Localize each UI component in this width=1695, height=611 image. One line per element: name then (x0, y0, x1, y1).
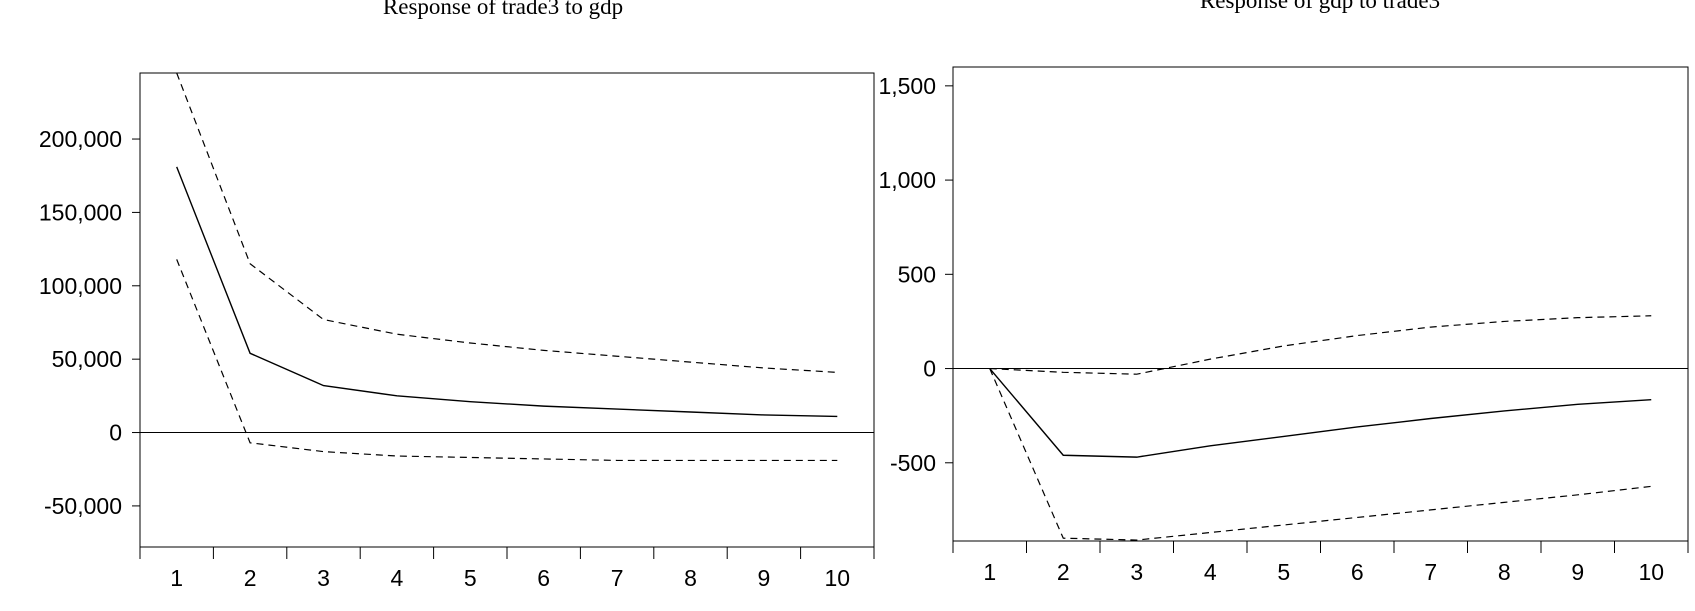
x-tick-label-right: 2 (1057, 559, 1070, 585)
y-tick-label-left: 50,000 (52, 346, 122, 372)
x-tick-label-left: 3 (317, 565, 330, 591)
y-tick-label-right: 0 (923, 356, 936, 382)
x-tick-label-right: 7 (1424, 559, 1437, 585)
series-line-lower-band-left (176, 259, 838, 462)
x-tick-label-right: 10 (1638, 559, 1664, 585)
x-tick-label-left: 8 (684, 565, 697, 591)
chart-panel-gdp-response: Response of gdp to trade3 -500 0 500 1,000 1,… (878, 0, 1689, 585)
y-tick-label-left: 150,000 (39, 199, 122, 225)
y-tick-label-left: 0 (109, 420, 122, 446)
x-tick-label-left: 7 (611, 565, 624, 591)
x-tick-label-left: 5 (464, 565, 477, 591)
series-line-response-right (989, 368, 1652, 458)
plot-frame-left (139, 72, 875, 548)
x-tick-label-right: 8 (1498, 559, 1511, 585)
x-tick-label-right: 5 (1277, 559, 1290, 585)
y-tick-label-right: -500 (890, 450, 936, 476)
x-tick-label-right: 4 (1204, 559, 1217, 585)
y-tick-label-right: 1,000 (878, 167, 936, 193)
series-line-upper-band-right (989, 315, 1652, 375)
y-tick-label-right: 500 (898, 261, 936, 287)
y-tick-label-right: 1,500 (878, 73, 936, 99)
x-tick-label-right: 9 (1571, 559, 1584, 585)
x-tick-label-left: 9 (758, 565, 771, 591)
x-tick-label-right: 6 (1351, 559, 1364, 585)
x-tick-label-left: 2 (244, 565, 257, 591)
series-line-upper-band-left (176, 72, 838, 373)
chart-title-right: Response of gdp to trade3 (1200, 0, 1440, 13)
chart-title-left: Response of trade3 to gdp (383, 0, 623, 19)
y-tick-label-left: -50,000 (44, 493, 122, 519)
x-tick-label-right: 3 (1130, 559, 1143, 585)
y-tick-label-left: 100,000 (39, 273, 122, 299)
x-tick-label-right: 1 (983, 559, 996, 585)
chart-panel-trade3-response: Response of trade3 to gdp -50,000 0 50,000 1… (39, 0, 875, 591)
y-tick-label-left: 200,000 (39, 126, 122, 152)
x-tick-label-left: 1 (170, 565, 183, 591)
series-line-response-left (176, 166, 838, 418)
x-tick-label-left: 6 (537, 565, 550, 591)
plot-frame-right (952, 66, 1689, 542)
series-line-lower-band-right (989, 368, 1652, 541)
x-tick-label-left: 10 (825, 565, 851, 591)
x-tick-label-left: 4 (391, 565, 404, 591)
